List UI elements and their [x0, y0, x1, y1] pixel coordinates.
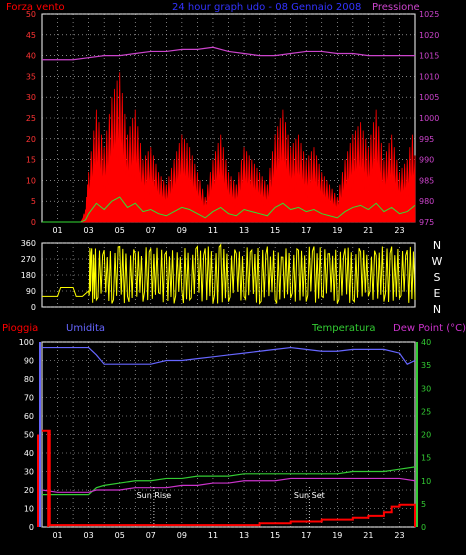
y-right-tick-label: 975 [419, 218, 434, 227]
chart-title: 24 hour graph udo - 08 Gennaio 2008 [172, 2, 361, 13]
rain-humidity-temp-panel: 01 03 05 07 09 11 13 15 17 19 21 230102030405060708… [19, 338, 431, 540]
y-right-tick-label: 1020 [419, 31, 439, 40]
x-tick-label: 01 [52, 226, 62, 235]
y-right-tick-label: 1025 [419, 10, 439, 19]
y-right-tick-label: 1005 [419, 93, 439, 102]
y-tick-label: 360 [21, 239, 36, 248]
x-tick-label: 11 [208, 226, 218, 235]
y-right-tick-label: 985 [419, 176, 434, 185]
x-tick-label: 11 [208, 531, 218, 540]
y-right-tick-label: 995 [419, 135, 434, 144]
x-tick-label: 07 [146, 531, 156, 540]
y-right-tick-label: 980 [419, 197, 434, 206]
y-right-tick-label: 1000 [419, 114, 439, 123]
y-right-tick-label: 1015 [419, 52, 439, 61]
x-tick-label: 03 [84, 531, 94, 540]
x-tick-label: 09 [177, 226, 187, 235]
wind-series [42, 72, 416, 223]
x-tick-label: 13 [239, 531, 249, 540]
sun-annotation: Sun Set [294, 491, 325, 500]
x-tick-label: 17 [301, 226, 311, 235]
y-tick-label: 40 [24, 449, 34, 458]
y-right-tick-label: 10 [421, 477, 431, 486]
x-tick-label: 15 [270, 226, 280, 235]
y-tick-label: 15 [26, 156, 36, 165]
pressure-axis-label: Pressione [372, 2, 420, 13]
x-tick-label: 01 [52, 531, 62, 540]
x-tick-label: 03 [84, 226, 94, 235]
y-tick-label: 35 [26, 72, 36, 81]
y-tick-label: 0 [29, 523, 34, 532]
x-tick-label: 07 [146, 226, 156, 235]
x-tick-label: 15 [270, 531, 280, 540]
x-tick-label: 21 [363, 226, 373, 235]
temperature-series [42, 466, 416, 496]
rain-axis-label: Pioggia [2, 323, 38, 334]
y-right-tick-label: 40 [421, 338, 431, 347]
y-right-tick-label: 990 [419, 156, 434, 165]
y-tick-label: 50 [26, 10, 36, 19]
y-tick-label: 45 [26, 31, 36, 40]
y-tick-label: 100 [19, 338, 34, 347]
compass-label: W [432, 255, 443, 268]
y-tick-label: 10 [24, 505, 34, 514]
y-right-tick-label: 0 [421, 523, 426, 532]
y-tick-label: 30 [24, 468, 34, 477]
y-tick-label: 60 [24, 412, 34, 421]
y-tick-label: 5 [31, 197, 36, 206]
direction-series [42, 243, 416, 305]
wind-pressure-panel: 01 03 05 07 09 11 13 15 17 19 21 230510152025303540… [26, 10, 440, 235]
y-right-tick-label: 30 [421, 384, 431, 393]
y-tick-label: 0 [31, 218, 36, 227]
temperature-axis-label: Temperatura [311, 323, 376, 334]
dewpoint-axis-label: Dew Point (°C) [393, 323, 466, 334]
y-tick-label: 90 [26, 287, 36, 296]
y-right-tick-label: 25 [421, 407, 431, 416]
x-tick-label: 23 [394, 531, 404, 540]
humidity-series [42, 346, 416, 365]
x-tick-label: 23 [394, 226, 404, 235]
avg-wind-series [42, 196, 416, 223]
y-tick-label: 10 [26, 176, 36, 185]
y-right-tick-label: 15 [421, 454, 431, 463]
x-tick-label: 21 [363, 531, 373, 540]
y-tick-label: 270 [21, 255, 36, 264]
y-right-tick-label: 35 [421, 361, 431, 370]
y-tick-label: 0 [31, 303, 36, 312]
compass-label: E [434, 287, 441, 300]
x-tick-label: 19 [332, 226, 342, 235]
x-tick-label: 05 [115, 531, 125, 540]
x-tick-label: 05 [115, 226, 125, 235]
wind-axis-label: Forza vento [6, 2, 65, 13]
compass-label: N [433, 239, 441, 252]
x-tick-label: 17 [301, 531, 311, 540]
y-tick-label: 70 [24, 394, 34, 403]
y-right-tick-label: 1010 [419, 72, 439, 81]
humidity-axis-label: Umidita [66, 323, 105, 334]
x-tick-label: 13 [239, 226, 249, 235]
x-tick-label: 09 [177, 531, 187, 540]
y-tick-label: 40 [26, 52, 36, 61]
y-right-tick-label: 5 [421, 500, 426, 509]
compass-label: S [434, 271, 441, 284]
y-tick-label: 30 [26, 93, 36, 102]
y-tick-label: 90 [24, 357, 34, 366]
dewpoint-series [41, 477, 416, 493]
y-tick-label: 25 [26, 114, 36, 123]
x-tick-label: 19 [332, 531, 342, 540]
y-tick-label: 80 [24, 375, 34, 384]
sun-annotation: Sun Rise [137, 491, 172, 500]
compass-label: N [433, 303, 441, 316]
pressure-series [42, 46, 415, 61]
rain-series [42, 429, 416, 527]
y-tick-label: 180 [21, 271, 36, 280]
y-tick-label: 20 [24, 486, 34, 495]
y-right-tick-label: 20 [421, 431, 431, 440]
y-tick-label: 50 [24, 431, 34, 440]
y-tick-label: 20 [26, 135, 36, 144]
